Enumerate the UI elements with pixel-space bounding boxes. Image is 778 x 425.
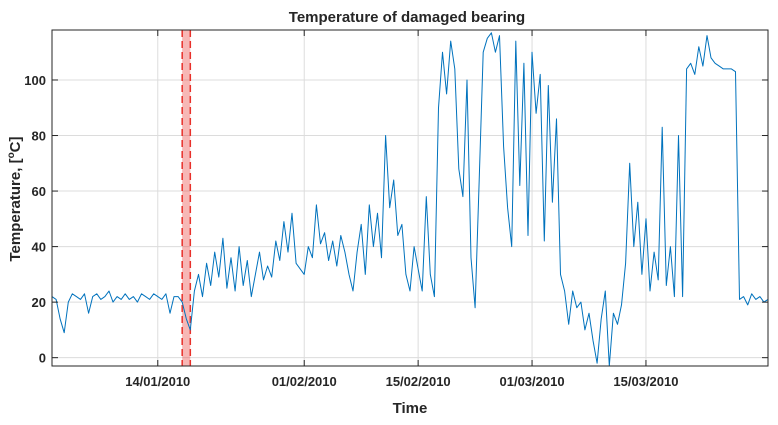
y-axis-label-main: Temperature, [: [7, 158, 24, 261]
highlight-band-group: [181, 30, 192, 366]
y-tick-label: 20: [32, 295, 46, 310]
tick-marks: [52, 30, 768, 366]
x-tick-label: 14/01/2010: [125, 374, 190, 389]
highlight-band: [182, 30, 191, 366]
y-tick-label: 80: [32, 129, 46, 144]
plot-area: [52, 30, 768, 366]
temperature-series-line: [51, 32, 769, 367]
x-tick-label: 01/02/2010: [272, 374, 337, 389]
grid-lines: [52, 30, 768, 366]
chart-title: Temperature of damaged bearing: [289, 9, 525, 26]
y-axis-label: Temperature, [oC]: [6, 136, 24, 261]
x-tick-label: 15/03/2010: [613, 374, 678, 389]
x-tick-label: 15/02/2010: [386, 374, 451, 389]
tick-labels: 0 20 40 60 80 100 14/01/2010 01/02/2010 15/02/20…: [24, 73, 678, 389]
plot-frame: [51, 29, 769, 367]
y-axis-label-sup: o: [6, 152, 17, 158]
x-axis-label: Time: [393, 400, 428, 417]
y-axis-label-tail: C]: [7, 136, 24, 152]
y-tick-label: 0: [39, 351, 46, 366]
y-tick-label: 60: [32, 184, 46, 199]
y-tick-label: 100: [24, 73, 46, 88]
series-group: [51, 32, 769, 367]
x-tick-label: 01/03/2010: [500, 374, 565, 389]
y-tick-label: 40: [32, 240, 46, 255]
